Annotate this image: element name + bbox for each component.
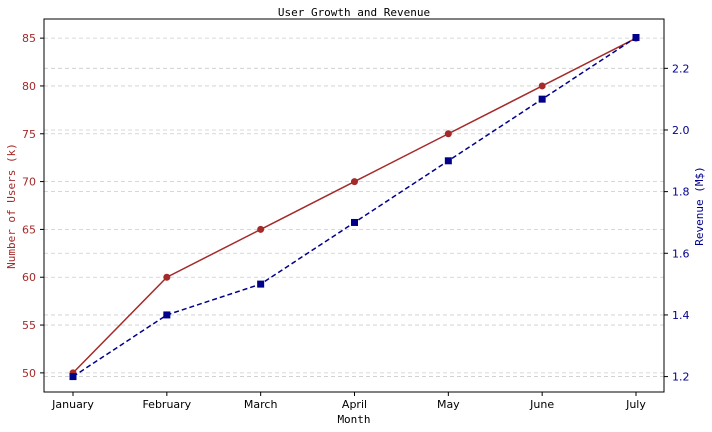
data-point [351, 178, 358, 186]
left-tick-label: 55 [22, 319, 36, 332]
left-tick-label: 75 [22, 128, 36, 141]
x-tick-label: March [244, 398, 278, 411]
data-point [257, 225, 265, 233]
right-tick-label: 2.2 [672, 62, 690, 75]
plot-frame [43, 18, 665, 393]
x-tick-label: April [342, 398, 367, 411]
x-tick-label: January [51, 398, 94, 411]
series-right [69, 33, 640, 381]
right-y-axis: 1.2 1.4 1.6 1.8 2.0 2.2 [664, 62, 690, 384]
right-y-axis-label: Revenue (M$) [693, 166, 706, 245]
left-tick-label: 60 [22, 271, 36, 284]
left-y-axis: 50 55 60 65 70 75 80 85 [22, 32, 44, 380]
x-axis-label: Month [337, 413, 370, 426]
left-tick-label: 70 [22, 176, 36, 189]
data-point [538, 95, 546, 103]
x-axis: January February March April May June July [51, 392, 646, 411]
chart-title: User Growth and Revenue [278, 6, 430, 19]
data-point [632, 33, 640, 41]
x-tick-label: February [142, 398, 191, 411]
data-point [257, 280, 265, 288]
left-tick-label: 80 [22, 80, 36, 93]
data-point [538, 82, 546, 90]
left-tick-label: 65 [22, 223, 36, 236]
data-point [444, 130, 452, 138]
right-tick-label: 1.8 [672, 186, 690, 199]
x-tick-label: June [529, 398, 554, 411]
x-tick-label: May [437, 398, 460, 411]
data-point [351, 218, 358, 226]
left-tick-label: 50 [22, 367, 36, 380]
data-point [163, 273, 171, 281]
series-line [72, 37, 637, 374]
data-point [163, 311, 171, 319]
right-tick-label: 1.4 [672, 309, 690, 322]
right-tick-label: 2.0 [672, 124, 690, 137]
grid [44, 37, 664, 377]
x-tick-label: July [625, 398, 646, 411]
series-layer [69, 33, 640, 381]
data-point [444, 157, 452, 165]
data-point [69, 373, 77, 381]
right-tick-label: 1.6 [672, 247, 690, 260]
left-y-axis-label: Number of Users (k) [5, 143, 18, 269]
right-tick-label: 1.2 [672, 371, 690, 384]
left-tick-label: 85 [22, 32, 36, 45]
series-line [72, 36, 637, 378]
